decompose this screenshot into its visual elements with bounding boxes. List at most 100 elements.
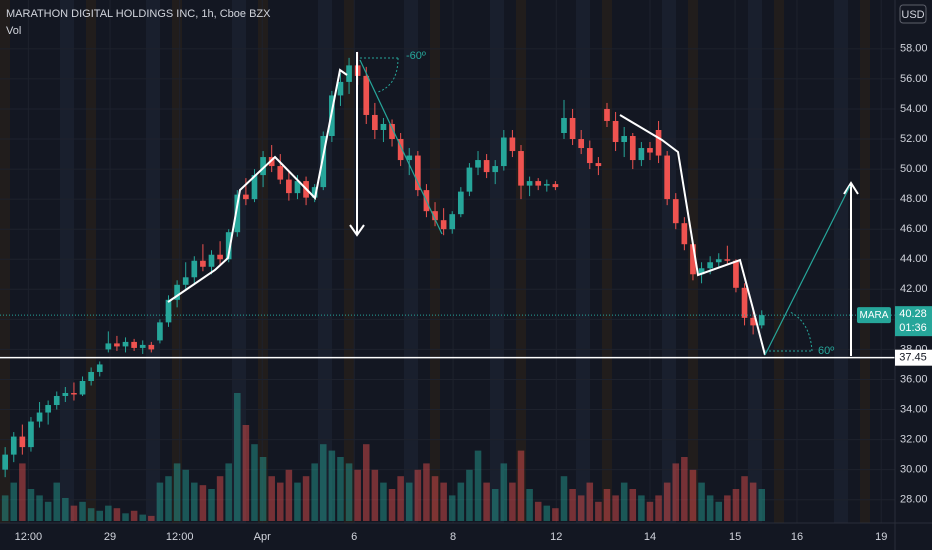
volume-bar [96, 510, 103, 521]
volume-bar [1, 495, 9, 521]
candle-body [552, 184, 559, 188]
last-price-label: 40.28 [899, 308, 927, 320]
angle-label: 60º [818, 345, 834, 357]
y-tick-label: 52.00 [900, 133, 928, 145]
candle-body [569, 117, 576, 140]
volume-bar [191, 482, 198, 521]
volume-bar [586, 482, 594, 521]
candle-body [604, 108, 610, 121]
candle-body [157, 322, 163, 341]
volume-bar [225, 463, 232, 521]
angle-label: -60º [406, 50, 426, 62]
candle-body [543, 184, 550, 186]
candle-body [131, 341, 137, 348]
trend-line [619, 114, 766, 356]
volume-bar [311, 463, 318, 521]
candle-body [182, 277, 189, 285]
candle-body [758, 315, 765, 326]
candle-body [208, 254, 215, 267]
candle-body [707, 262, 713, 269]
volume-bar [27, 489, 35, 521]
volume-bar [130, 510, 138, 521]
candle-body [629, 136, 636, 161]
candle-body [492, 166, 499, 173]
currency-box[interactable] [899, 4, 927, 24]
x-tick-label: 14 [644, 531, 656, 543]
candle-body [578, 139, 585, 149]
candle-body [200, 260, 206, 267]
price-box [895, 306, 932, 337]
candle-body [561, 117, 567, 134]
volume-bar [706, 495, 714, 521]
volume-bar [380, 482, 387, 521]
volume-bar [371, 469, 379, 521]
volume-label: Vol [6, 25, 21, 37]
candle-body [53, 396, 60, 406]
candle-body [372, 114, 378, 130]
volume-bar [105, 505, 112, 521]
volume-bar [122, 513, 129, 521]
currency[interactable]: USD [901, 9, 924, 21]
volume-bar [620, 482, 628, 521]
volume-bar [397, 476, 404, 521]
volume-bar [595, 501, 602, 521]
symbol-box [857, 307, 891, 324]
candle-body [621, 136, 628, 143]
volume-bar [448, 495, 456, 521]
angle-arc [789, 311, 813, 352]
y-tick-label: 48.00 [900, 193, 928, 205]
volume-bar [698, 482, 705, 521]
y-tick-label: 28.00 [900, 494, 928, 506]
volume-bar [148, 515, 155, 521]
candle-body [586, 148, 593, 164]
volume-bar [242, 425, 250, 521]
candle-body [277, 166, 284, 180]
x-tick-label: 12 [550, 531, 562, 543]
arrow-head [843, 181, 859, 195]
candle-body [690, 244, 696, 275]
trend-line [167, 68, 348, 303]
candle-body [36, 412, 43, 422]
candle-body [71, 393, 77, 395]
hline-label: 37.45 [899, 352, 927, 364]
candle-body [397, 139, 404, 161]
y-tick-label: 36.00 [900, 373, 928, 385]
candle-body [114, 343, 120, 347]
candle-body [457, 191, 464, 215]
volume-bar [423, 463, 430, 521]
candle-body [165, 299, 172, 323]
candle-body [526, 181, 533, 186]
candle-body [612, 120, 619, 143]
candle-body [449, 214, 456, 230]
candle-body [139, 344, 146, 348]
volume-bar [405, 482, 413, 521]
volume-bar [10, 482, 18, 521]
volume-bar [79, 501, 86, 521]
angle-arc [377, 57, 399, 93]
volume-bar [466, 469, 473, 521]
y-tick-label: 30.00 [900, 464, 928, 476]
candle-body [750, 317, 756, 326]
candle-body [647, 148, 653, 153]
countdown-label: 01:36 [899, 322, 927, 334]
volume-bar [560, 476, 568, 521]
volume-bar [268, 476, 275, 521]
y-tick-label: 46.00 [900, 223, 928, 235]
volume-bar [741, 476, 748, 521]
candle-body [320, 136, 327, 188]
candle-body [62, 393, 69, 397]
volume-bar [259, 457, 267, 521]
candle-body [243, 194, 249, 200]
volume-bar [483, 482, 490, 521]
candle-body [724, 259, 731, 261]
candle-body [251, 175, 258, 200]
candle-body [733, 260, 739, 288]
y-tick-label: 50.00 [900, 163, 928, 175]
candle-body [681, 223, 688, 245]
candle-body [380, 123, 387, 130]
volume-bar [577, 495, 585, 521]
volume-bar [663, 482, 671, 521]
candle-body [148, 344, 155, 350]
candle-body [294, 181, 301, 194]
volume-bar [569, 489, 576, 521]
